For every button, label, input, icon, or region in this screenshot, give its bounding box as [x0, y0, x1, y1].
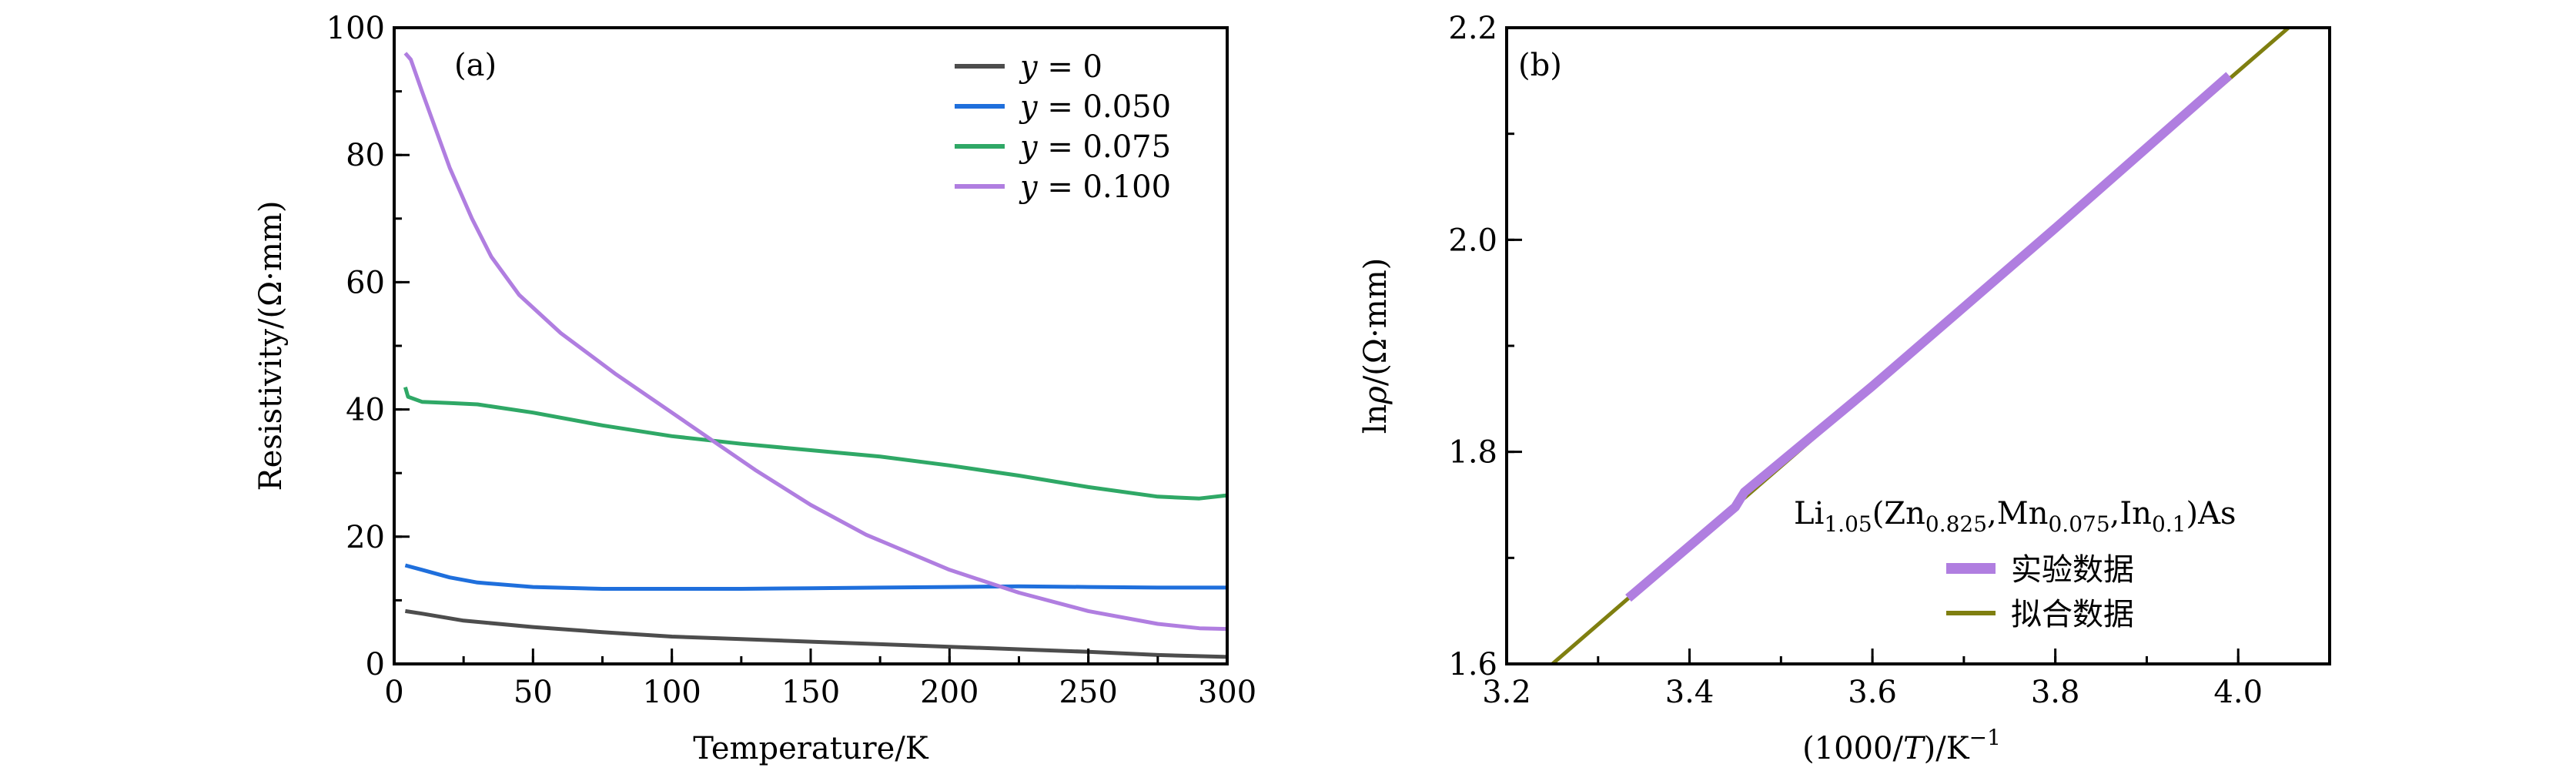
formula-part: ,Mn: [1987, 496, 2048, 531]
legend-variable: y: [1019, 129, 1039, 165]
panel-a-series: [403, 52, 1228, 659]
panel-b-ln-rho-vs-inverse-temperature: 3.2 3.4 3.6 3.8 4.0 1.6 1.8 2.0 2.2 (b) (1000/T)…: [1358, 11, 2331, 766]
panel-b-legend-title: Li1.05(Zn0.825,Mn0.075,In0.1)As: [1794, 496, 2236, 537]
legend-label: y = 0.075: [1019, 129, 1171, 165]
panel-b-x-tick-label: 3.2: [1482, 675, 1531, 710]
panel-a-y-tick-label: 20: [346, 520, 385, 555]
legend-label: y = 0.050: [1019, 89, 1171, 125]
panel-b-y-tick-label: 1.8: [1448, 435, 1497, 471]
panel-b-y-tick-label: 2.0: [1448, 223, 1497, 258]
panel-a-series-line-3: [403, 387, 1228, 501]
formula-subscript: 1.05: [1824, 511, 1872, 537]
legend-variable: y: [1019, 49, 1039, 85]
panel-a-y-tick-label: 80: [346, 138, 385, 173]
panel-b-series: [1551, 26, 2290, 665]
x-title-part-2: T: [1903, 731, 1926, 766]
panel-a-x-tick-label: 150: [781, 675, 840, 710]
legend-label: 拟合数据: [2011, 597, 2134, 632]
formula-part: )As: [2186, 496, 2236, 531]
legend-value: = 0.100: [1038, 169, 1171, 205]
y-title-part-3: /(Ω·mm): [1358, 258, 1393, 386]
panel-b-x-tick-label: 3.8: [2031, 675, 2080, 710]
legend-value: = 0: [1038, 49, 1102, 85]
panel-a-y-tick-label: 40: [346, 393, 385, 428]
panel-a-y-tick-label: 0: [366, 647, 385, 682]
panel-a-y-tick-label: 100: [326, 11, 385, 46]
legend-value: = 0.050: [1038, 89, 1171, 125]
panel-b-x-tick-label: 3.6: [1848, 675, 1897, 710]
panel-a-x-axis-title: Temperature/K: [693, 731, 929, 766]
panel-b-y-tick-label: 1.6: [1448, 647, 1497, 682]
legend-value: = 0.075: [1038, 129, 1171, 165]
panel-a-y-axis-title: Resistivity/(Ω·mm): [253, 201, 289, 491]
panel-b-ticks: 3.2 3.4 3.6 3.8 4.0 1.6 1.8 2.0 2.2: [1448, 11, 2331, 710]
y-title-part-1: ln: [1358, 404, 1393, 434]
panel-b-label: (b): [1518, 48, 1562, 83]
panel-a-frame: [393, 26, 1229, 665]
formula-subscript: 0.825: [1925, 511, 1987, 537]
x-title-part-3: )/K: [1924, 731, 1970, 766]
formula-subscript: 0.1: [2152, 511, 2186, 537]
panel-a-x-tick-label: 100: [642, 675, 701, 710]
panel-a-series-line-2: [404, 563, 1227, 591]
panel-a-series-line-4: [403, 52, 1228, 632]
formula-part: Li: [1794, 496, 1824, 531]
panel-a-y-tick-label: 60: [346, 265, 385, 300]
panel-a-series-line-1: [405, 608, 1228, 659]
panel-b-x-axis-title: (1000/T)/K−1: [1802, 725, 2001, 766]
legend-variable: y: [1019, 89, 1039, 125]
y-title-part-2: ρ: [1358, 386, 1393, 405]
panel-b-y-axis-title: lnρ/(Ω·mm): [1358, 258, 1393, 434]
panel-a-x-tick-label: 250: [1059, 675, 1117, 710]
panel-b-frame: [1505, 26, 2331, 665]
panel-a-ticks: 0 50 100 150 200 250 300 0 20 40 60 80 100: [326, 11, 1257, 710]
panel-a-x-tick-label: 300: [1198, 675, 1256, 710]
legend-label: y = 0.100: [1019, 169, 1171, 205]
panel-b-x-tick-label: 4.0: [2213, 675, 2263, 710]
x-title-exponent: −1: [1969, 725, 2001, 750]
x-title-part-1: (1000/: [1802, 731, 1903, 766]
panel-a-x-tick-label: 0: [384, 675, 403, 710]
legend-label: 实验数据: [2011, 552, 2134, 588]
formula-part: (Zn: [1872, 496, 1925, 531]
panel-a-x-tick-label: 200: [920, 675, 979, 710]
panel-b-series-line-2: [1625, 72, 2233, 602]
panel-a-label: (a): [454, 48, 497, 83]
panel-b-x-tick-label: 3.4: [1665, 675, 1715, 710]
panel-a-resistivity-vs-temperature: 0 50 100 150 200 250 300 0 20 40 60 80 100 (a) Tempe…: [253, 11, 1256, 766]
panel-a-x-tick-label: 50: [514, 675, 553, 710]
legend-variable: y: [1019, 169, 1039, 205]
legend-label: y = 0: [1019, 49, 1102, 85]
panel-b-y-tick-label: 2.2: [1448, 11, 1497, 46]
formula-subscript: 0.075: [2048, 511, 2109, 537]
formula-part: ,In: [2110, 496, 2152, 531]
